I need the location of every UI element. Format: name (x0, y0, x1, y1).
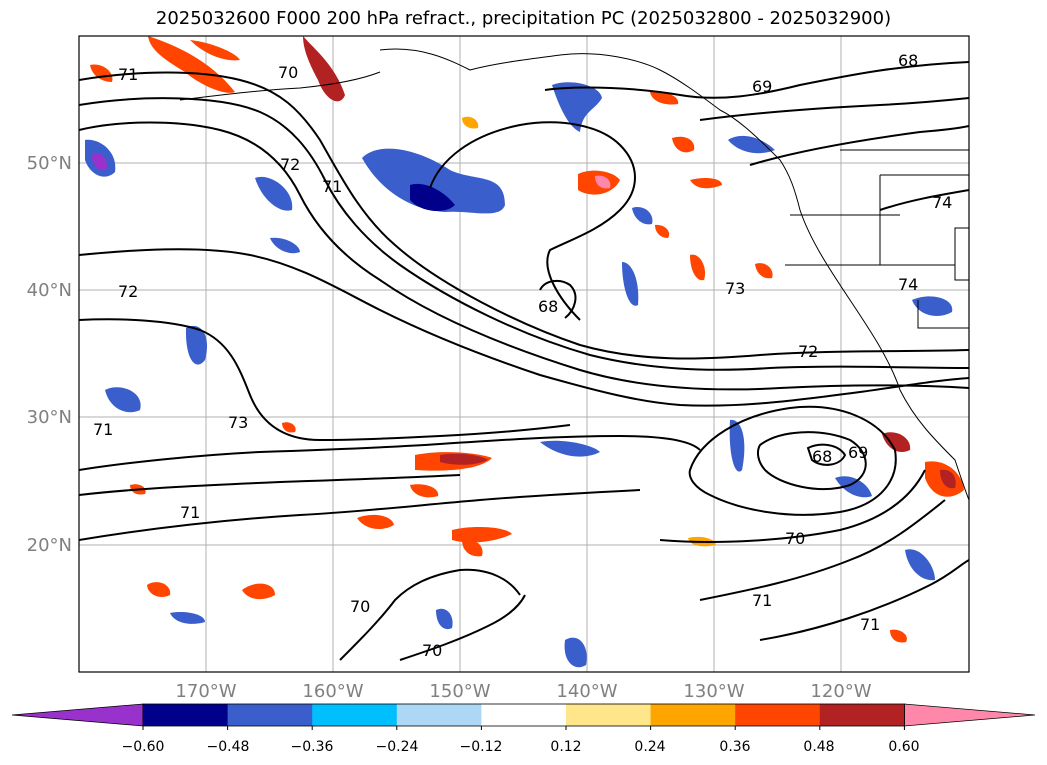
contour-label: 73 (228, 413, 248, 432)
lon-tick-label: 130°W (683, 681, 744, 702)
contour-label: 68 (812, 447, 832, 466)
colorbar-label: 0.48 (803, 739, 834, 755)
contour-label: 69 (752, 77, 772, 96)
contour-label: 70 (350, 597, 370, 616)
colorbar-label: 0.60 (888, 739, 919, 755)
contour-labels: 71 70 72 71 68 69 74 72 68 73 74 72 73 7… (93, 51, 952, 660)
contour-label: 71 (118, 65, 138, 84)
contour-label: 71 (860, 615, 880, 634)
contour-label: 68 (898, 51, 918, 70)
contour-label: 70 (278, 63, 298, 82)
colorbar-segment (312, 704, 398, 726)
colorbar-segment (650, 704, 736, 726)
colorbar-label: −0.48 (207, 739, 250, 755)
lon-tick-label: 160°W (302, 681, 363, 702)
contour-label: 69 (848, 443, 868, 462)
colorbar-label: −0.24 (376, 739, 419, 755)
colorbar-label: 0.12 (550, 739, 581, 755)
contour-label: 71 (752, 591, 772, 610)
contour-label: 68 (538, 297, 558, 316)
contour-label: 73 (725, 279, 745, 298)
lon-tick-label: 140°W (556, 681, 617, 702)
precip-anomaly-fill (85, 36, 964, 668)
colorbar-segment (735, 704, 821, 726)
contour-label: 72 (280, 155, 300, 174)
lat-tick-label: 50°N (27, 153, 72, 174)
lon-tick-label: 170°W (175, 681, 236, 702)
colorbar-label: −0.36 (291, 739, 334, 755)
lat-tick-label: 40°N (27, 280, 72, 301)
contour-label: 71 (322, 177, 342, 196)
lon-tick-label: 120°W (810, 681, 871, 702)
colorbar-outline (142, 703, 905, 727)
colorbar-extend-min (11, 703, 144, 727)
map-panel (79, 36, 969, 672)
lat-tick-label: 20°N (27, 535, 72, 556)
contour-label: 72 (798, 342, 818, 361)
contour-label: 70 (785, 529, 805, 548)
colorbar-label: −0.60 (122, 739, 165, 755)
colorbar-segment (819, 704, 905, 726)
contour-label: 71 (180, 503, 200, 522)
lat-tick-label: 30°N (27, 407, 72, 428)
contour-label: 74 (898, 275, 918, 294)
map-title: 2025032600 F000 200 hPa refract., precip… (155, 8, 892, 29)
colorbar-segment (566, 704, 652, 726)
colorbar-segment (396, 704, 482, 726)
colorbar-labels: −0.60 −0.48 −0.36 −0.24 −0.12 0.12 0.24 … (122, 739, 920, 755)
map-border (78, 35, 970, 673)
contour-label: 72 (118, 282, 138, 301)
colorbar-label: −0.12 (460, 739, 503, 755)
colorbar (11, 703, 1036, 730)
contour-label: 74 (932, 193, 952, 212)
colorbar-segment (143, 704, 229, 726)
contour-label: 70 (422, 641, 442, 660)
latitude-axis: 50°N 40°N 30°N 20°N (27, 153, 72, 556)
coastlines (179, 48, 969, 501)
longitude-axis: 170°W 160°W 150°W 140°W 130°W 120°W (175, 681, 871, 702)
colorbar-segment (481, 704, 567, 726)
colorbar-segment (227, 704, 313, 726)
contour-label: 71 (93, 420, 113, 439)
colorbar-label: 0.36 (719, 739, 750, 755)
contour-lines (79, 61, 969, 661)
colorbar-extend-max (904, 703, 1036, 727)
colorbar-label: 0.24 (634, 739, 665, 755)
lon-tick-label: 150°W (429, 681, 490, 702)
